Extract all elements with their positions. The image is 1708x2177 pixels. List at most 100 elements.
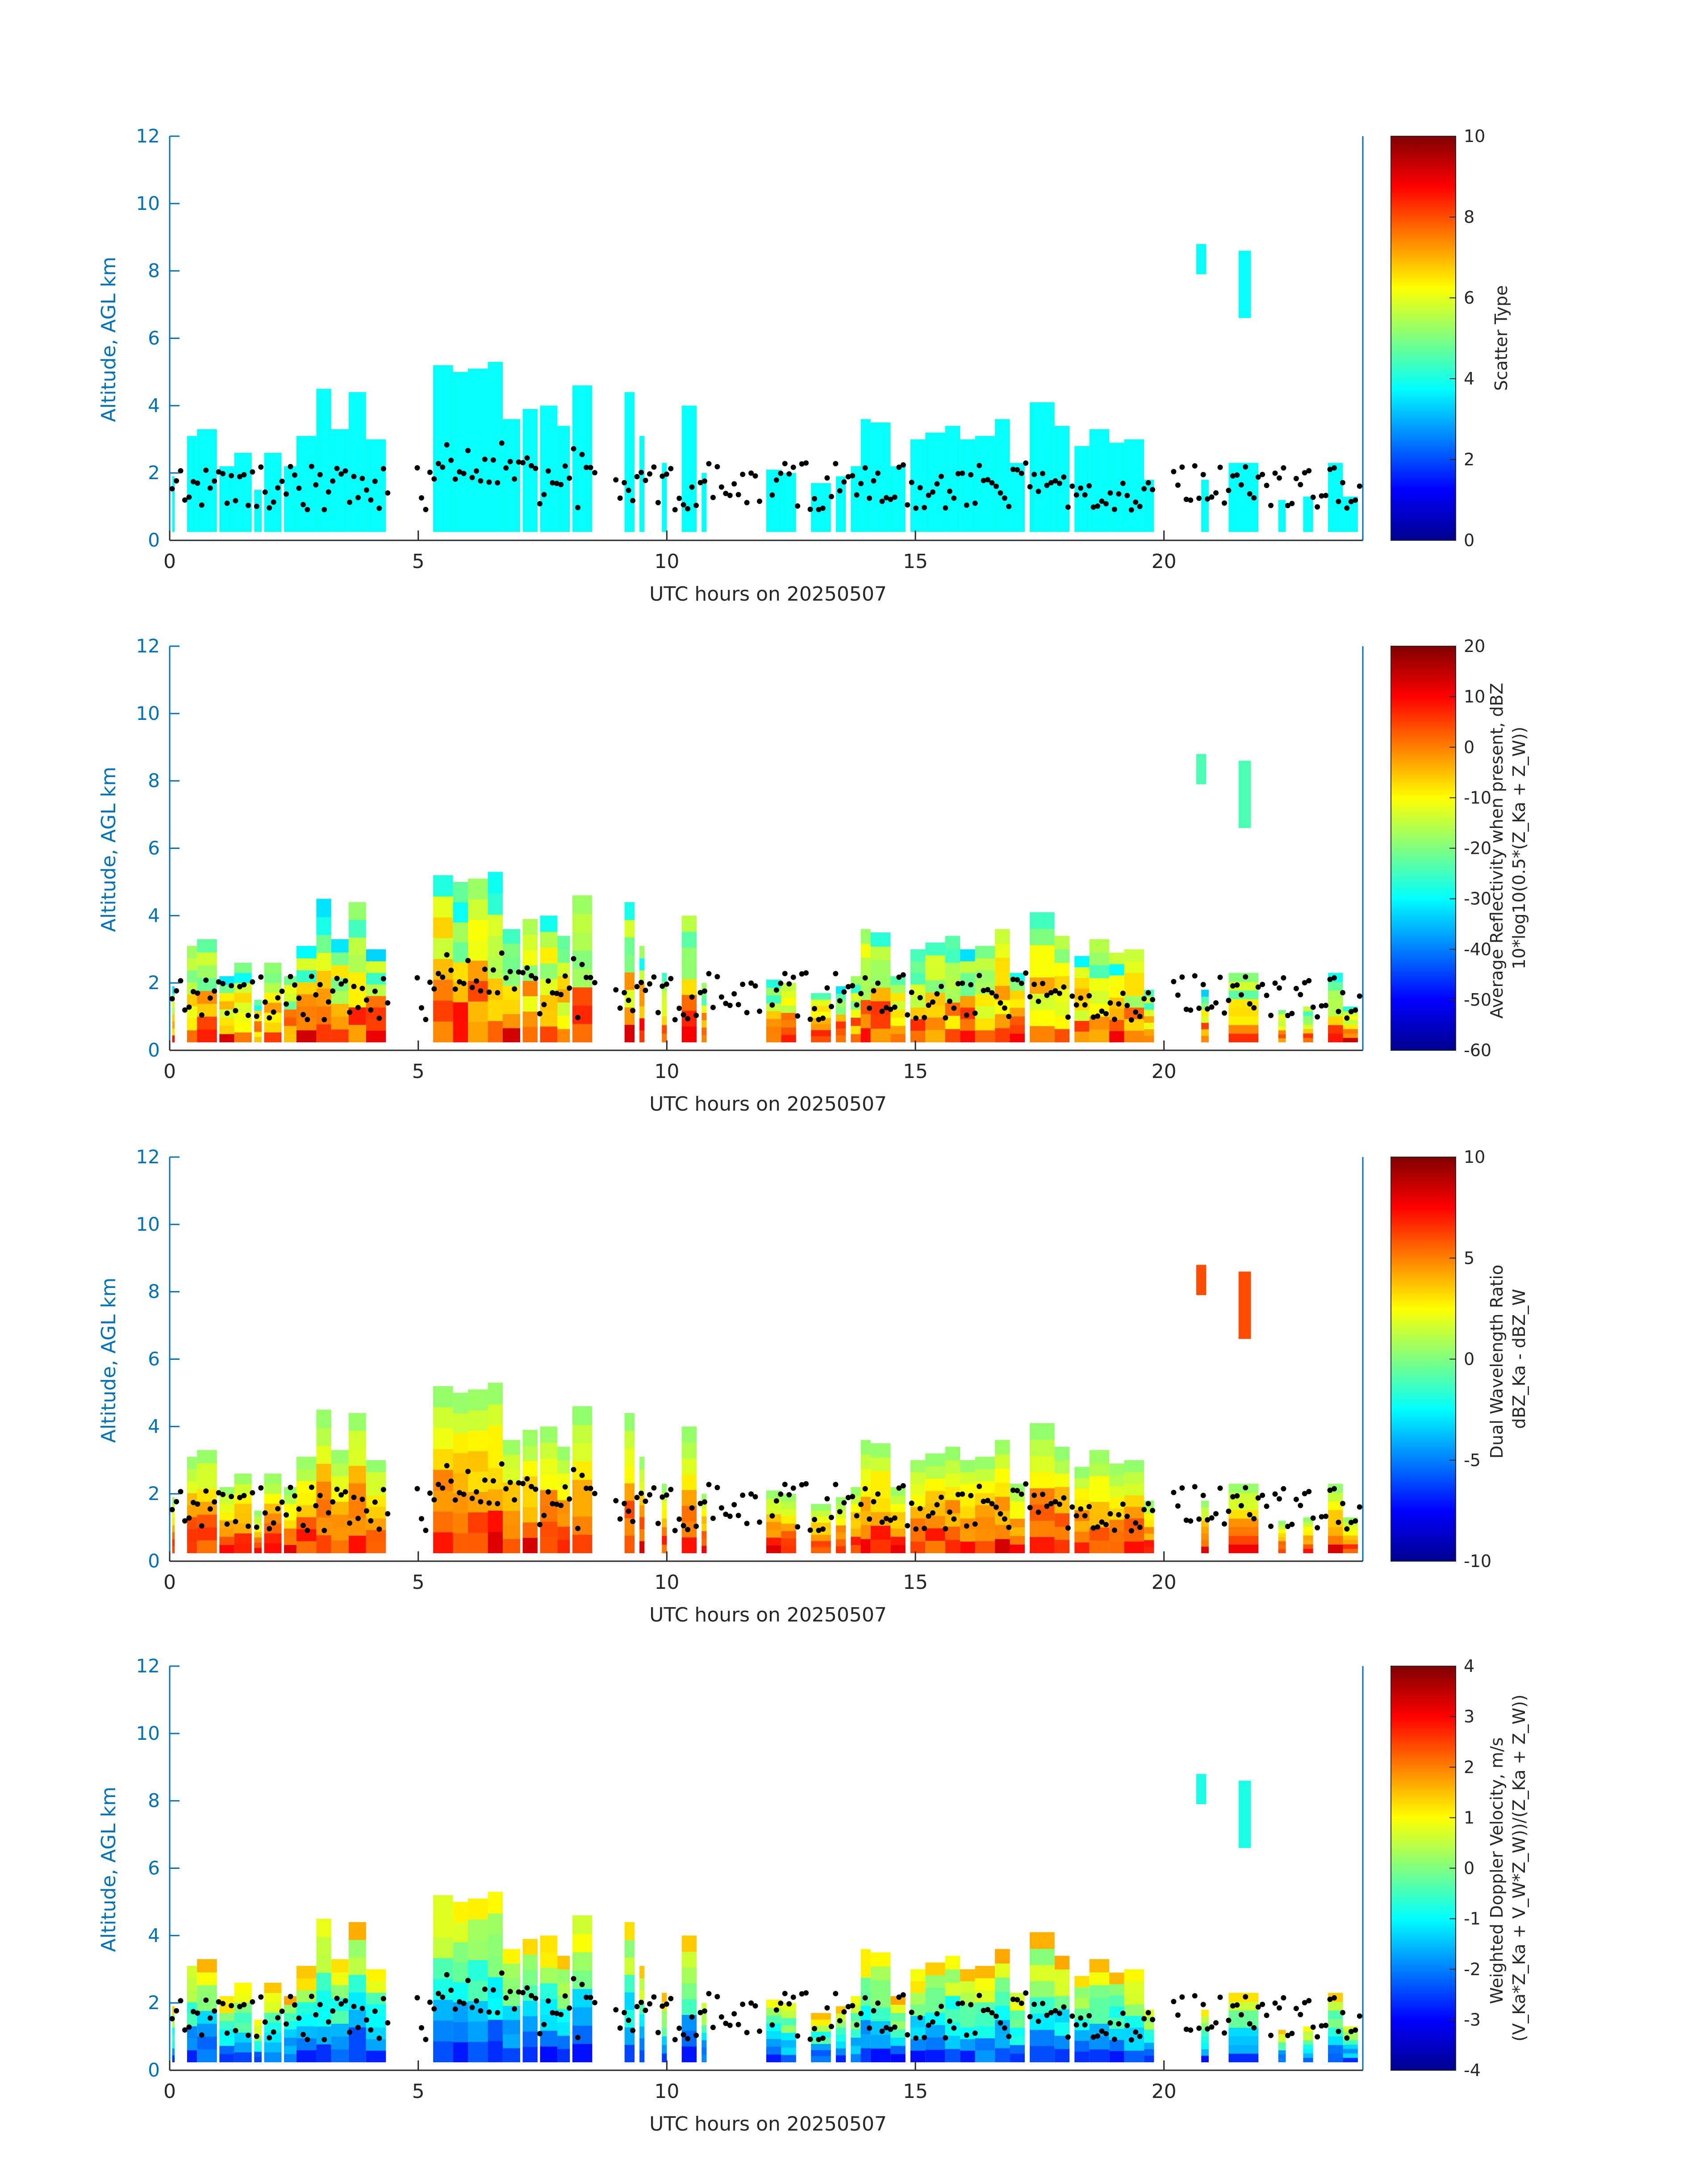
cloud-cell	[254, 1021, 262, 1027]
cloud-cell	[172, 1000, 175, 1008]
cloud-base-point	[427, 1490, 433, 1496]
cloud-base-point	[1090, 1525, 1096, 1531]
cloud-base-point	[1061, 474, 1067, 480]
cloud-base-point	[309, 464, 314, 469]
cloud-base-point	[1205, 2026, 1211, 2032]
cloud-cell	[925, 1453, 945, 1467]
cloud-base-point	[423, 1016, 429, 1022]
cloud-base-point	[955, 1492, 961, 1497]
cloud-base-point	[524, 1985, 530, 1991]
cloud-base-point	[199, 2032, 205, 2038]
cloud-cell	[835, 1028, 846, 1036]
cloud-base-point	[681, 502, 686, 508]
cloud-base-point	[292, 1493, 298, 1499]
cloud-base-point	[376, 1526, 382, 1532]
cloud-base-point	[643, 2007, 648, 2013]
cloud-base-point	[892, 1004, 898, 1010]
x-tick-label: 5	[412, 550, 425, 573]
cloud-cell	[860, 1949, 871, 1964]
cloud-base-point	[550, 1501, 555, 1507]
cloud-cell	[522, 1522, 538, 1538]
cloud-base-point	[1040, 981, 1046, 986]
cloud-base-point	[537, 1011, 543, 1017]
cloud-base-point	[1052, 2008, 1058, 2014]
cloud-cell	[662, 1501, 667, 1510]
cloud-base-point	[1188, 497, 1194, 503]
cloud-cell	[1144, 1526, 1154, 1534]
colorbar-label-2: Average Reflectivity when present, dBZ 1…	[1487, 677, 1529, 1019]
cloud-base-point	[871, 2008, 877, 2014]
cloud-base-point	[1285, 503, 1290, 509]
cloud-base-point	[363, 1508, 369, 1514]
cloud-base-point	[622, 990, 627, 995]
cloud-base-point	[1044, 992, 1050, 998]
cloud-cell	[1278, 1549, 1286, 1554]
cloud-base-point	[731, 1502, 737, 1508]
cloud-cell	[502, 1524, 520, 1539]
cloud-base-point	[258, 1485, 264, 1491]
cloud-base-point	[385, 1511, 391, 1517]
cloud-cell	[557, 1002, 570, 1016]
cloud-base-point	[723, 1001, 729, 1007]
cloud-cell	[1124, 1981, 1144, 1993]
cloud-base-point	[182, 2027, 188, 2033]
cloud-base-point	[275, 995, 281, 1001]
cloud-base-point	[922, 1015, 927, 1020]
cloud-base-point	[638, 979, 644, 985]
cloud-cell	[851, 2037, 861, 2046]
cloud-cell	[811, 2031, 831, 2038]
cloud-base-point	[258, 974, 264, 980]
cloud-cell	[219, 2045, 234, 2054]
cloud-cell	[468, 899, 488, 920]
cloud-cell	[1054, 1446, 1070, 1461]
cloud-cell	[1089, 1997, 1110, 2011]
cloud-cell	[945, 1956, 960, 1970]
cloud-base-point	[655, 1010, 661, 1015]
cloud-cell	[453, 1982, 468, 2002]
cloud-base-point	[499, 1970, 505, 1976]
cloud-cell	[1010, 2036, 1025, 2045]
cloud-base-point	[465, 958, 471, 964]
cloud-cell	[1328, 1509, 1343, 1519]
cloud-cell	[557, 1539, 570, 1554]
cloud-base-point	[351, 2004, 357, 2010]
cloud-cell	[348, 1974, 366, 1993]
cloud-cell	[540, 1537, 558, 1554]
cloud-cell	[348, 1448, 366, 1466]
cloud-base-point	[1310, 2024, 1316, 2030]
cloud-cell	[1303, 1548, 1313, 1554]
cloud-base-point	[528, 463, 534, 468]
cloud-base-point	[351, 1495, 357, 1500]
cloud-base-point	[807, 1016, 813, 1022]
cloud-cell	[187, 1480, 197, 1493]
cloud-cell	[781, 983, 796, 991]
cloud-cell	[187, 1457, 197, 1470]
x-tick-label: 20	[1152, 1571, 1177, 1594]
cloud-cell	[925, 1528, 945, 1541]
colorbar-tick-label: 10	[1464, 687, 1485, 706]
cloud-column	[766, 469, 781, 532]
cloud-cell	[975, 1529, 995, 1542]
cloud-cell	[1343, 1020, 1358, 1025]
cloud-base-point	[917, 1506, 923, 1512]
cloud-cell	[331, 1540, 349, 1554]
cloud-base-point	[279, 1499, 285, 1505]
cloud-base-point	[507, 1479, 513, 1485]
cloud-cell	[187, 1541, 197, 1554]
cloud-base-point	[1015, 977, 1020, 983]
cloud-base-point	[909, 990, 915, 995]
cloud-cell	[540, 1983, 558, 1999]
cloud-cell	[995, 2047, 1010, 2063]
cloud-cell	[557, 1473, 570, 1487]
cloud-cell	[995, 1468, 1010, 1483]
cloud-cell	[639, 1529, 645, 1542]
cloud-base-point	[571, 956, 576, 961]
cloud-cell	[366, 1506, 386, 1519]
cloud-base-point	[1323, 493, 1329, 498]
cloud-cell	[522, 949, 538, 966]
cloud-base-point	[186, 1004, 192, 1010]
cloud-base-point	[622, 1500, 627, 1506]
cloud-cell	[366, 995, 386, 1008]
cloud-cell	[1030, 2045, 1055, 2063]
